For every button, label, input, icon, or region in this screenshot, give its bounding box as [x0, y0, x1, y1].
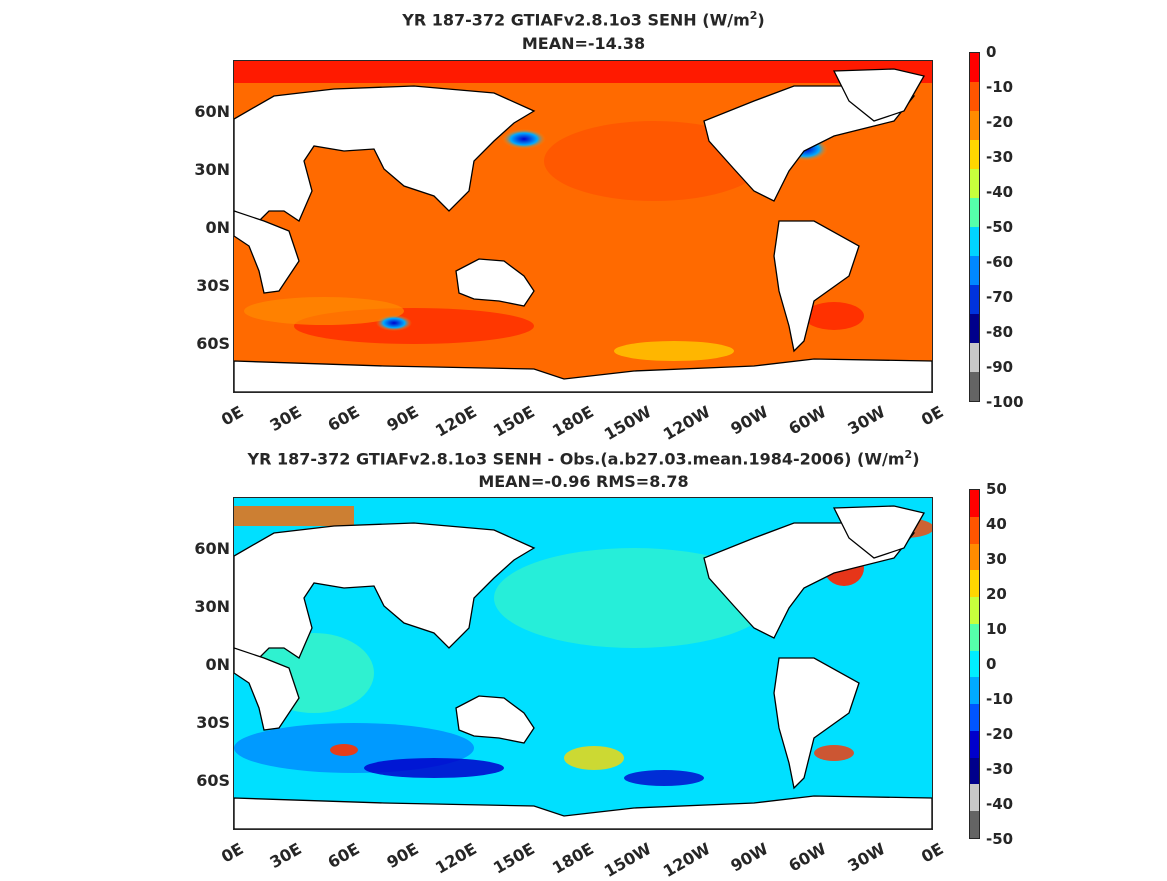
bottom-lon-label: 60W: [785, 839, 830, 876]
bottom-colorbar-label: -20: [986, 725, 1014, 743]
top-lon-label: 90E: [383, 402, 422, 436]
top-lat-0n: 0N: [205, 218, 230, 237]
bottom-colorbar-segment: [970, 490, 979, 517]
top-lon-label: 30W: [844, 402, 889, 439]
top-lat-60s: 60S: [196, 334, 230, 353]
bottom-colorbar-segment: [970, 811, 979, 838]
top-colorbar-segment: [970, 169, 979, 198]
bottom-lon-label: 180E: [548, 839, 597, 878]
top-lat-60n: 60N: [194, 102, 230, 121]
top-lon-label: 60E: [324, 402, 364, 436]
top-colorbar-label: -10: [986, 78, 1014, 96]
top-lon-label: 150E: [490, 402, 539, 441]
bottom-lon-label: 90E: [383, 839, 422, 873]
top-lon-label: 150W: [601, 402, 655, 444]
top-lat-30n: 30N: [194, 160, 230, 179]
top-colorbar-label: -90: [986, 358, 1014, 376]
top-colorbar: [969, 52, 980, 402]
bottom-colorbar-segment: [970, 704, 979, 731]
top-colorbar-label: -80: [986, 323, 1014, 341]
top-subtitle: MEAN=-14.38: [521, 34, 646, 53]
bottom-colorbar-label: -10: [986, 690, 1014, 708]
bottom-colorbar-segment: [970, 516, 979, 544]
top-colorbar-segment: [970, 372, 979, 401]
bottom-colorbar-segment: [970, 650, 979, 678]
bottom-lat-0n: 0N: [205, 655, 230, 674]
top-lon-label: 0E: [217, 402, 247, 430]
bottom-colorbar-label: 0: [986, 655, 997, 673]
top-lon-label: 120E: [431, 402, 480, 441]
bottom-colorbar-segment: [970, 623, 979, 651]
bottom-colorbar-segment: [970, 597, 979, 624]
top-lon-label: 180E: [548, 402, 597, 441]
top-colorbar-segment: [970, 82, 979, 111]
bottom-colorbar-segment: [970, 570, 979, 598]
bottom-colorbar-label: 10: [986, 620, 1007, 638]
bottom-lon-label: 0E: [217, 839, 247, 867]
bottom-map: [233, 497, 933, 830]
bottom-lat-30s: 30S: [196, 713, 230, 732]
bottom-lon-label: 90W: [727, 839, 772, 876]
top-colorbar-segment: [970, 53, 979, 82]
bottom-colorbar-segment: [970, 677, 979, 705]
bottom-colorbar-label: 50: [986, 480, 1007, 498]
top-colorbar-segment: [970, 256, 979, 285]
bottom-lon-label: 30E: [266, 839, 305, 873]
bottom-colorbar-label: 20: [986, 585, 1007, 603]
bottom-lon-label: 150E: [490, 839, 539, 878]
bottom-colorbar-segment: [970, 784, 979, 812]
top-map: [233, 60, 933, 393]
top-colorbar-label: -100: [986, 393, 1024, 411]
top-title: YR 187-372 GTIAFv2.8.1o3 SENH (W/m2): [402, 9, 765, 30]
top-colorbar-label: -30: [986, 148, 1014, 166]
bottom-lat-60s: 60S: [196, 771, 230, 790]
bottom-lon-label: 120E: [431, 839, 480, 878]
top-colorbar-label: -60: [986, 253, 1014, 271]
top-lat-30s: 30S: [196, 276, 230, 295]
bottom-subtitle: MEAN=-0.96 RMS=8.78: [478, 472, 689, 491]
bottom-colorbar-segment: [970, 543, 979, 571]
top-colorbar-label: -70: [986, 288, 1014, 306]
bottom-colorbar-label: 40: [986, 515, 1007, 533]
top-colorbar-label: -50: [986, 218, 1014, 236]
bottom-colorbar-segment: [970, 757, 979, 785]
top-colorbar-segment: [970, 227, 979, 256]
bottom-colorbar-label: 30: [986, 550, 1007, 568]
bottom-colorbar-segment: [970, 730, 979, 758]
bottom-lon-label: 60E: [324, 839, 364, 873]
bottom-lat-60n: 60N: [194, 539, 230, 558]
top-colorbar-label: 0: [986, 43, 997, 61]
top-lon-label: 60W: [785, 402, 830, 439]
top-colorbar-segment: [970, 140, 979, 169]
top-lon-label: 30E: [266, 402, 305, 436]
top-colorbar-segment: [970, 111, 979, 140]
top-colorbar-segment: [970, 314, 979, 343]
top-lon-label: 120W: [659, 402, 714, 444]
bottom-colorbar: [969, 489, 980, 839]
top-colorbar-segment: [970, 343, 979, 372]
top-colorbar-segment: [970, 198, 979, 227]
top-colorbar-label: -20: [986, 113, 1014, 131]
bottom-colorbar-label: -30: [986, 760, 1014, 778]
top-colorbar-segment: [970, 285, 979, 314]
top-colorbar-label: -40: [986, 183, 1014, 201]
bottom-lon-label: 30W: [844, 839, 889, 876]
bottom-title: YR 187-372 GTIAFv2.8.1o3 SENH - Obs.(a.b…: [247, 448, 920, 469]
bottom-colorbar-label: -40: [986, 795, 1014, 813]
bottom-colorbar-label: -50: [986, 830, 1014, 848]
top-lon-label: 0E: [917, 402, 947, 430]
bottom-lat-30n: 30N: [194, 597, 230, 616]
top-lon-label: 90W: [727, 402, 772, 439]
bottom-lon-label: 0E: [917, 839, 947, 867]
